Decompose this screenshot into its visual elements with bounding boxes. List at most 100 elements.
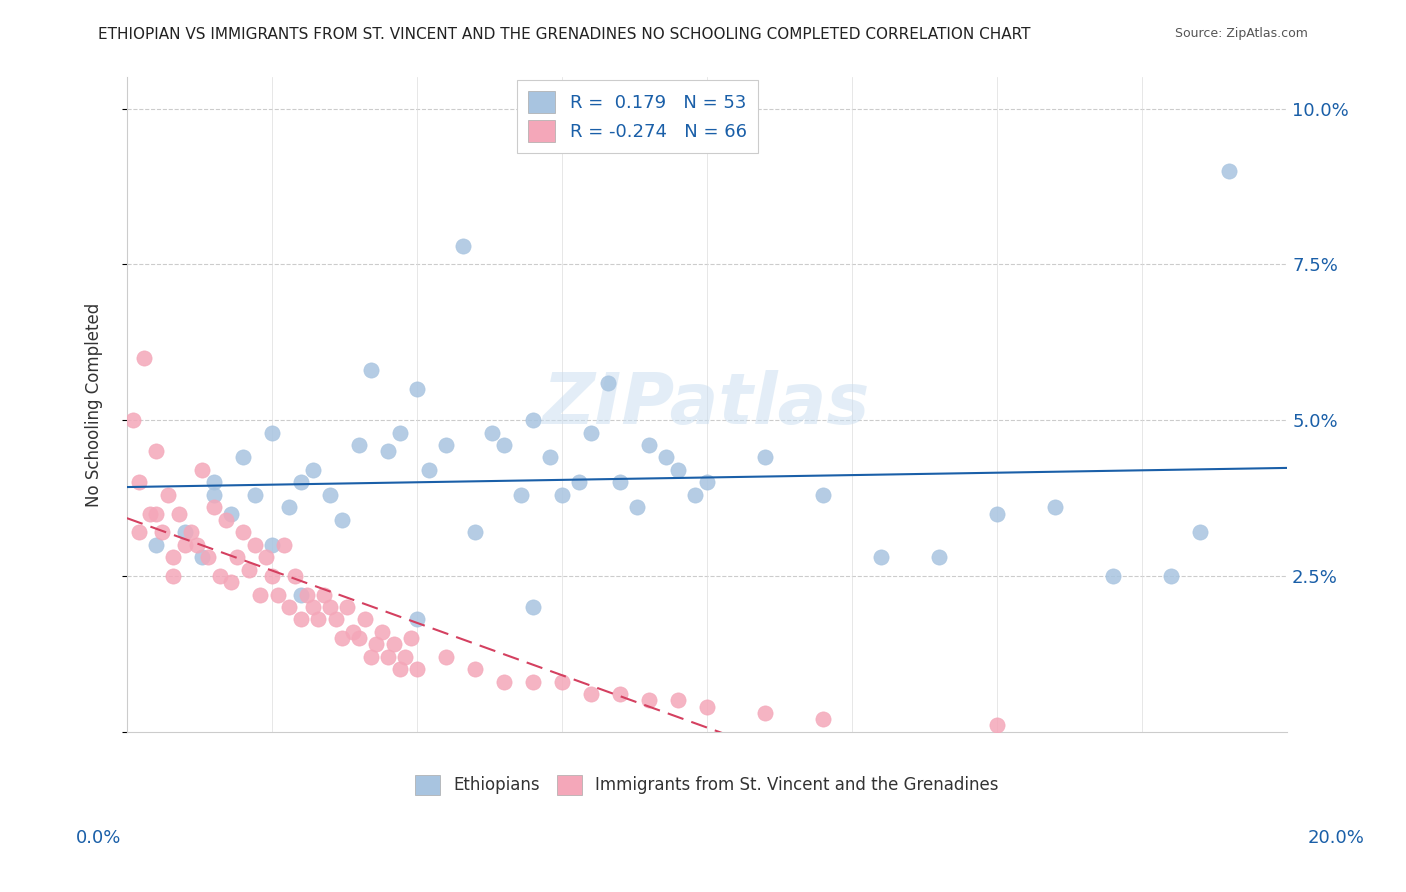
Point [388, 662, 411, 676]
Point [382, 637, 405, 651]
Point [162, 550, 184, 565]
Point [221, 507, 243, 521]
Point [377, 649, 399, 664]
Point [284, 569, 307, 583]
Point [238, 563, 260, 577]
Point [353, 612, 375, 626]
Point [208, 569, 231, 583]
Point [319, 599, 342, 614]
Point [156, 488, 179, 502]
Point [197, 550, 219, 565]
Point [754, 450, 776, 465]
Point [243, 488, 266, 502]
Point [202, 500, 225, 515]
Point [128, 475, 150, 490]
Point [167, 507, 190, 521]
Point [434, 649, 457, 664]
Point [1160, 569, 1182, 583]
Point [626, 500, 648, 515]
Point [128, 525, 150, 540]
Point [290, 475, 312, 490]
Point [568, 475, 591, 490]
Point [330, 631, 353, 645]
Point [307, 612, 329, 626]
Point [267, 587, 290, 601]
Point [134, 351, 156, 365]
Point [186, 538, 208, 552]
Point [522, 599, 544, 614]
Point [1218, 164, 1240, 178]
Point [174, 525, 197, 540]
Point [202, 488, 225, 502]
Point [260, 538, 283, 552]
Point [464, 662, 486, 676]
Point [811, 712, 834, 726]
Point [685, 488, 707, 502]
Point [214, 513, 236, 527]
Point [492, 438, 515, 452]
Point [655, 450, 678, 465]
Point [347, 438, 370, 452]
Point [492, 674, 515, 689]
Point [696, 475, 718, 490]
Text: ETHIOPIAN VS IMMIGRANTS FROM ST. VINCENT AND THE GRENADINES NO SCHOOLING COMPLET: ETHIOPIAN VS IMMIGRANTS FROM ST. VINCENT… [98, 27, 1031, 42]
Point [191, 550, 214, 565]
Point [1189, 525, 1212, 540]
Point [330, 513, 353, 527]
Point [342, 624, 364, 639]
Point [522, 674, 544, 689]
Point [986, 718, 1008, 732]
Point [202, 475, 225, 490]
Point [290, 612, 312, 626]
Point [464, 525, 486, 540]
Point [319, 488, 342, 502]
Point [360, 363, 382, 377]
Point [406, 662, 429, 676]
Text: ZIPatlas: ZIPatlas [543, 370, 870, 439]
Point [232, 450, 254, 465]
Point [278, 500, 301, 515]
Point [174, 538, 197, 552]
Point [325, 612, 347, 626]
Point [579, 687, 602, 701]
Point [609, 687, 631, 701]
Point [145, 444, 167, 458]
Point [418, 463, 440, 477]
Point [301, 463, 323, 477]
Point [666, 463, 689, 477]
Text: Source: ZipAtlas.com: Source: ZipAtlas.com [1174, 27, 1308, 40]
Point [290, 587, 312, 601]
Point [538, 450, 561, 465]
Point [1043, 500, 1066, 515]
Point [986, 507, 1008, 521]
Point [399, 631, 422, 645]
Point [121, 413, 143, 427]
Point [406, 612, 429, 626]
Legend: Ethiopians, Immigrants from St. Vincent and the Grenadines: Ethiopians, Immigrants from St. Vincent … [409, 768, 1005, 802]
Point [150, 525, 173, 540]
Point [870, 550, 893, 565]
Point [609, 475, 631, 490]
Point [551, 488, 574, 502]
Point [811, 488, 834, 502]
Point [295, 587, 318, 601]
Text: 20.0%: 20.0% [1308, 830, 1364, 847]
Point [314, 587, 336, 601]
Point [260, 425, 283, 440]
Point [551, 674, 574, 689]
Point [232, 525, 254, 540]
Point [145, 538, 167, 552]
Point [696, 699, 718, 714]
Point [347, 631, 370, 645]
Point [394, 649, 416, 664]
Point [406, 382, 429, 396]
Point [273, 538, 295, 552]
Point [301, 599, 323, 614]
Point [481, 425, 503, 440]
Point [366, 637, 388, 651]
Point [360, 649, 382, 664]
Point [336, 599, 359, 614]
Point [371, 624, 394, 639]
Point [453, 238, 475, 252]
Point [666, 693, 689, 707]
